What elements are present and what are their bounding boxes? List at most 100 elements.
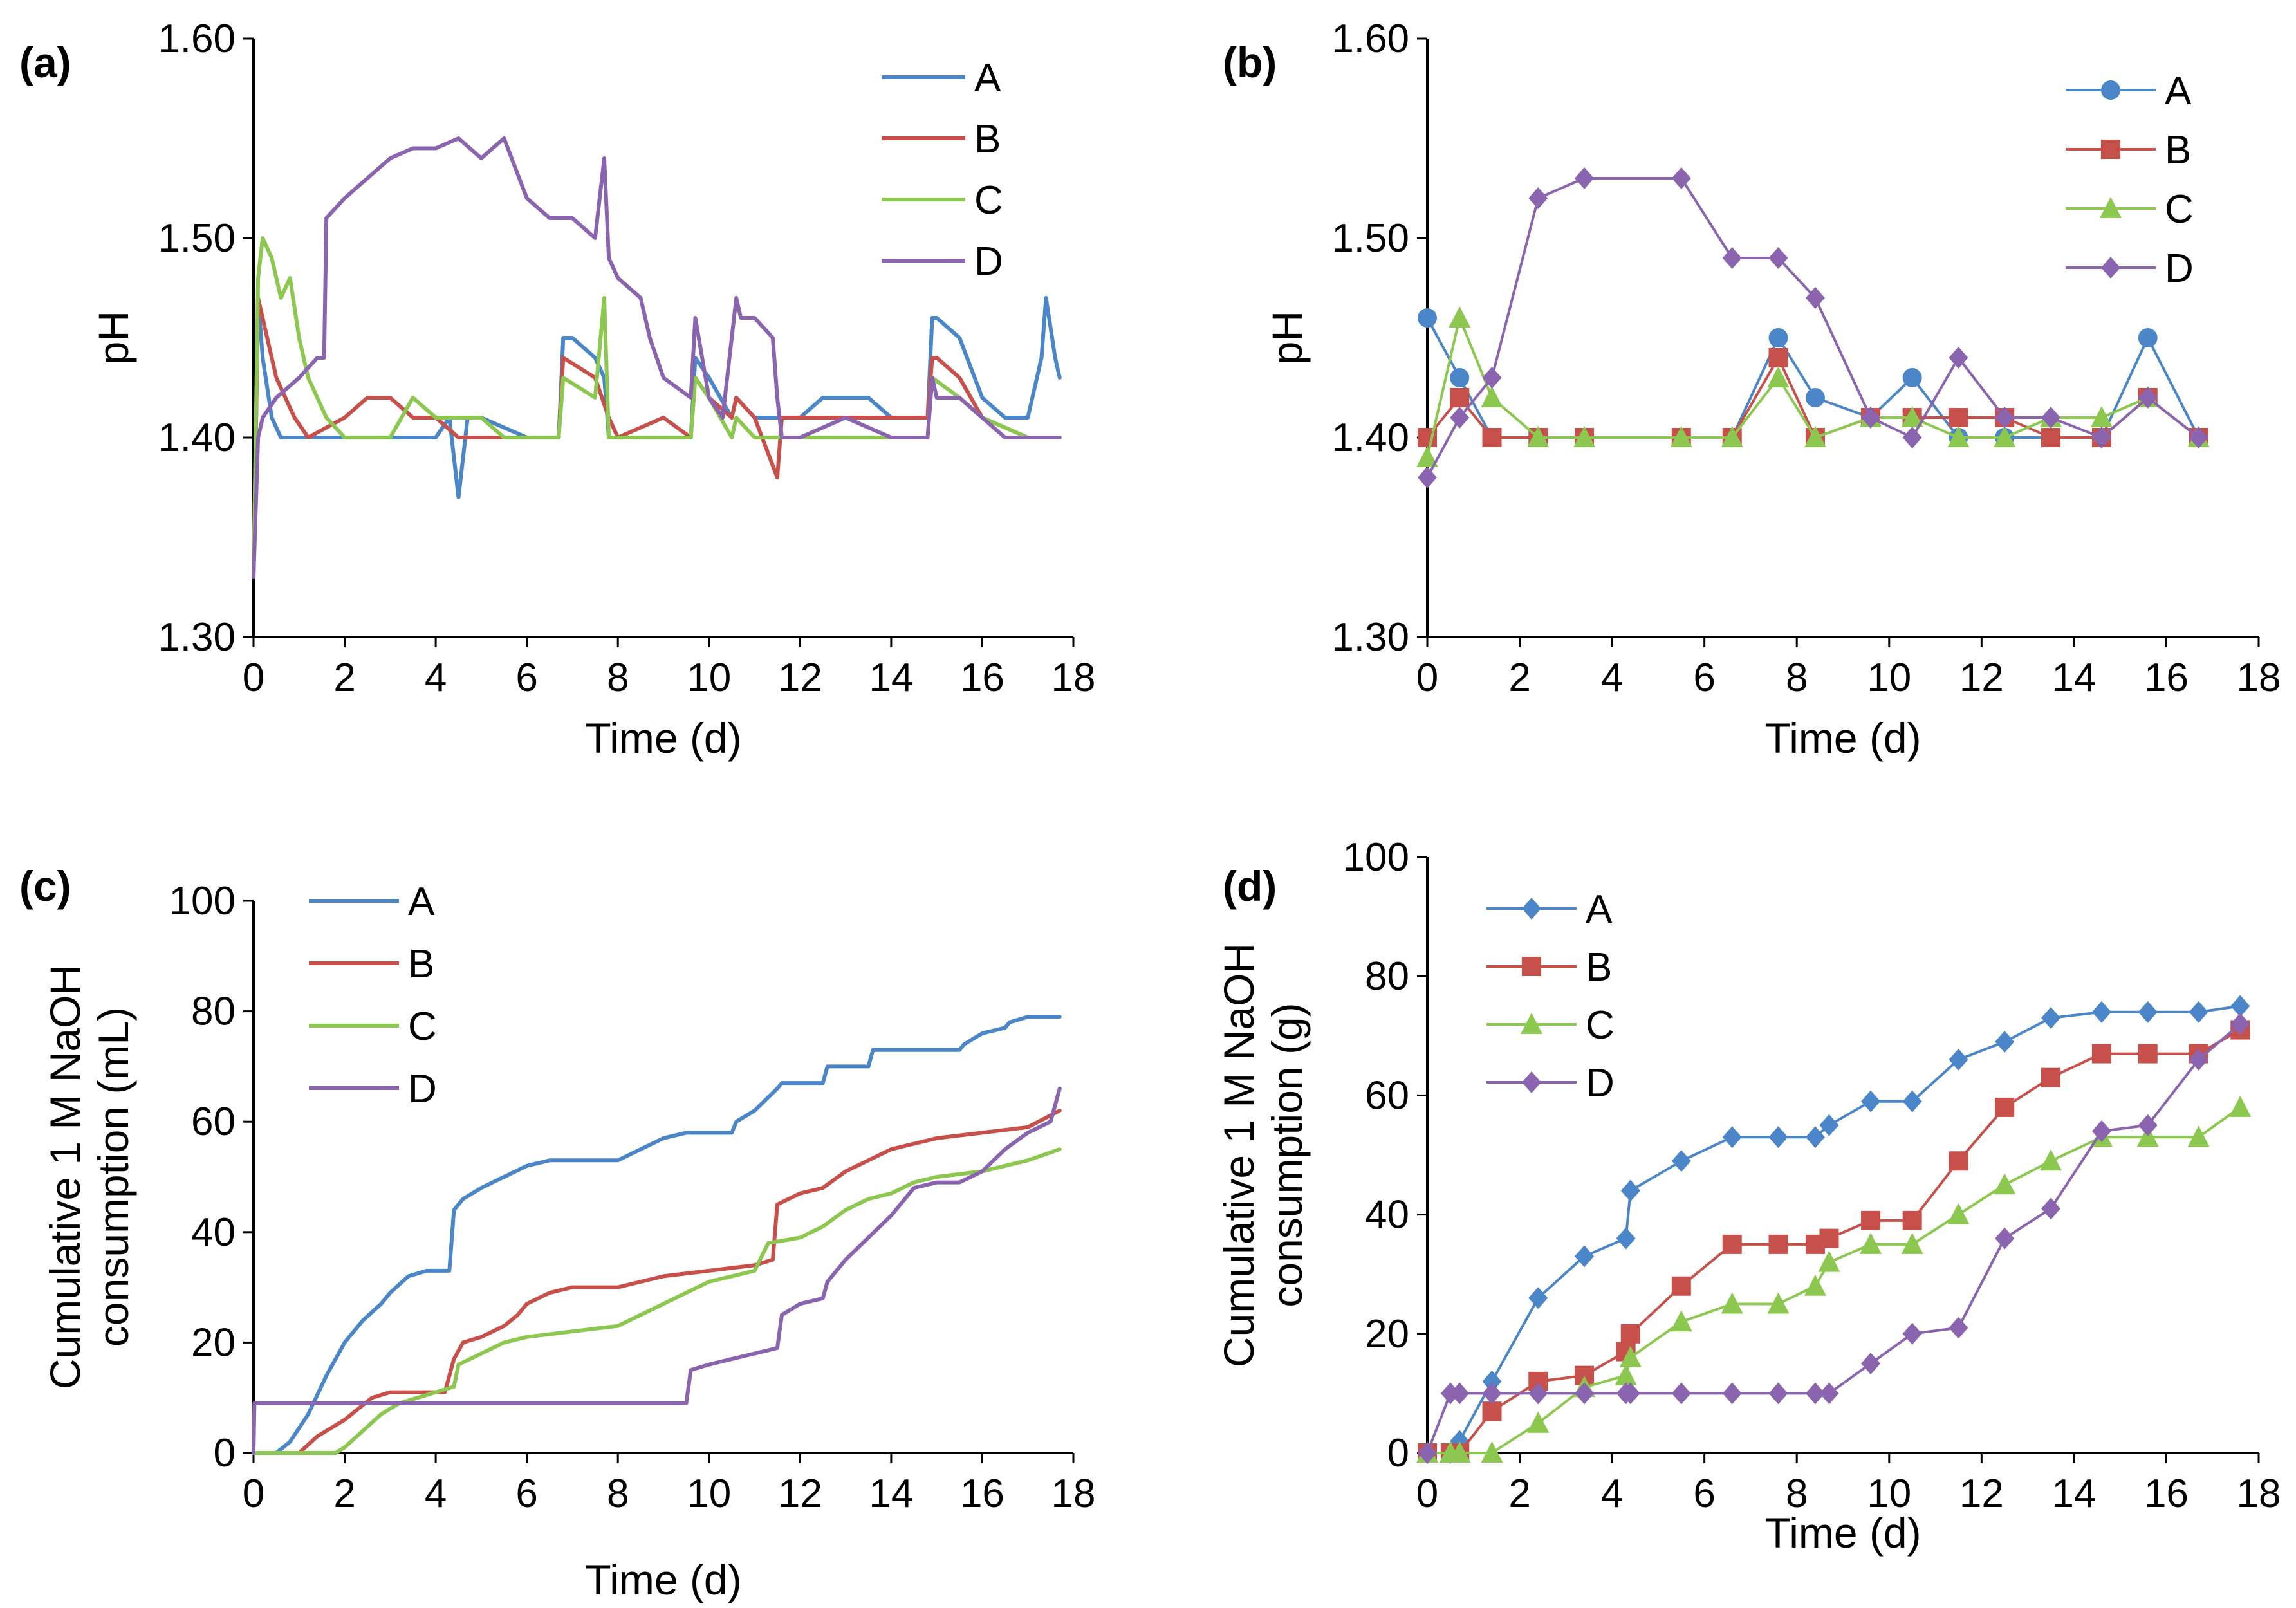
- y-axis-title-line: Cumulative 1 M NaOH: [1215, 943, 1263, 1367]
- y-tick-label: 80: [1365, 954, 1409, 999]
- data-point-C: [1481, 386, 1503, 407]
- data-point-C: [1573, 426, 1596, 447]
- series-C: [1416, 1095, 2252, 1463]
- legend-label-A: A: [408, 880, 435, 924]
- data-point-B: [1768, 348, 1788, 367]
- data-point-D: [1902, 1322, 1922, 1345]
- data-point-C: [1670, 426, 1692, 447]
- data-point-A: [1949, 1048, 1968, 1071]
- x-tick-label: 14: [869, 656, 913, 700]
- data-point-D: [1482, 1382, 1502, 1405]
- data-point-D: [1528, 1382, 1548, 1405]
- y-tick-label: 1.50: [158, 216, 236, 261]
- y-tick-label: 40: [1365, 1193, 1409, 1237]
- data-point-C: [1615, 1363, 1637, 1385]
- legend-label-D: D: [974, 239, 1003, 284]
- data-point-B: [1482, 428, 1502, 447]
- data-point-D: [1528, 187, 1548, 209]
- x-tick-label: 8: [1786, 656, 1808, 700]
- data-point-B: [1819, 1228, 1839, 1248]
- data-point-B: [1949, 408, 1968, 427]
- data-point-C: [1449, 1441, 1471, 1463]
- data-point-C: [1767, 366, 1790, 387]
- data-point-D: [2189, 1048, 2208, 1071]
- data-point-D: [1620, 1382, 1640, 1405]
- data-point-C: [1416, 446, 1438, 467]
- data-point-B: [1722, 1234, 1742, 1254]
- y-axis-title-line: Cumulative 1 M NaOH: [41, 965, 89, 1389]
- legend-marker-B: [2101, 140, 2120, 159]
- data-point-A: [1722, 1126, 1742, 1149]
- legend-marker-D: [2101, 257, 2120, 279]
- legend-marker-A: [2101, 80, 2120, 100]
- data-point-C: [1901, 406, 1923, 427]
- data-point-D: [2091, 1120, 2111, 1142]
- series-A: [1418, 308, 2208, 447]
- data-point-D: [2041, 1197, 2060, 1220]
- y-tick-label: 1.40: [158, 416, 236, 460]
- x-tick-label: 14: [2051, 656, 2096, 700]
- x-tick-label: 4: [425, 1472, 447, 1516]
- series-line-D: [252, 136, 1062, 579]
- x-axis-title: Time (d): [585, 1556, 741, 1603]
- legend-label-A: A: [2165, 69, 2192, 113]
- y-axis-title: pH: [1263, 311, 1311, 365]
- data-point-A: [2138, 1001, 2158, 1023]
- legend-label-B: B: [1586, 945, 1612, 990]
- y-tick-label: 1.50: [1331, 216, 1409, 261]
- legend-label-D: D: [1586, 1061, 1615, 1105]
- legend-label-D: D: [408, 1067, 437, 1111]
- data-point-C: [1721, 1292, 1743, 1314]
- x-tick-label: 18: [2237, 1472, 2281, 1516]
- y-tick-label: 100: [169, 879, 236, 923]
- data-point-A: [2138, 328, 2158, 347]
- legend-marker-A: [1522, 898, 1541, 920]
- data-point-B: [1995, 1097, 2015, 1117]
- data-point-A: [1616, 1227, 1636, 1250]
- legend-label-B: B: [974, 117, 1001, 162]
- y-tick-label: 60: [1365, 1073, 1409, 1118]
- data-point-A: [1902, 368, 1922, 387]
- data-point-D: [2138, 1114, 2158, 1136]
- series-D: [252, 1086, 1062, 1455]
- legend-marker-C: [1521, 1013, 1542, 1034]
- data-point-B: [1450, 388, 1470, 407]
- data-point-D: [2189, 427, 2208, 448]
- data-point-C: [1804, 426, 1826, 447]
- x-tick-label: 10: [1867, 1472, 1911, 1516]
- x-tick-label: 16: [960, 1472, 1004, 1516]
- data-point-C: [1767, 1292, 1790, 1314]
- x-tick-label: 0: [243, 1472, 264, 1516]
- data-point-A: [2041, 1007, 2060, 1030]
- data-point-A: [1620, 1179, 1640, 1202]
- x-tick-label: 10: [1867, 656, 1911, 700]
- data-point-A: [1575, 1245, 1595, 1268]
- data-point-D: [2041, 407, 2060, 429]
- data-point-B: [1768, 1234, 1788, 1254]
- data-point-D: [1768, 247, 1788, 269]
- y-tick-label: 20: [191, 1320, 236, 1365]
- panel-a: 0 2 4 6 8 10 12 14 16 18 1.30 1.40 1.50 1.60 Time (d) p…: [19, 17, 1095, 762]
- y-tick-label: 1.30: [1331, 615, 1409, 660]
- series-D: [252, 136, 1062, 579]
- y-tick-label: 0: [214, 1431, 236, 1475]
- data-point-C: [1670, 1310, 1692, 1332]
- series-line-D: [252, 1086, 1062, 1455]
- series-C: [1416, 306, 2210, 467]
- data-point-D: [1805, 287, 1825, 309]
- data-point-D: [1722, 1382, 1742, 1405]
- data-point-B: [1949, 1151, 1968, 1171]
- data-point-B: [2091, 1044, 2111, 1064]
- y-tick-label: 1.40: [1331, 416, 1409, 460]
- data-point-D: [1671, 167, 1691, 189]
- y-tick-label: 40: [191, 1210, 236, 1255]
- x-tick-label: 6: [1693, 656, 1715, 700]
- x-tick-label: 2: [333, 656, 355, 700]
- series-B: [252, 1109, 1062, 1455]
- x-tick-label: 16: [2144, 656, 2189, 700]
- series-line-C: [252, 236, 1062, 579]
- data-point-D: [1861, 407, 1881, 429]
- x-tick-label: 12: [778, 656, 822, 700]
